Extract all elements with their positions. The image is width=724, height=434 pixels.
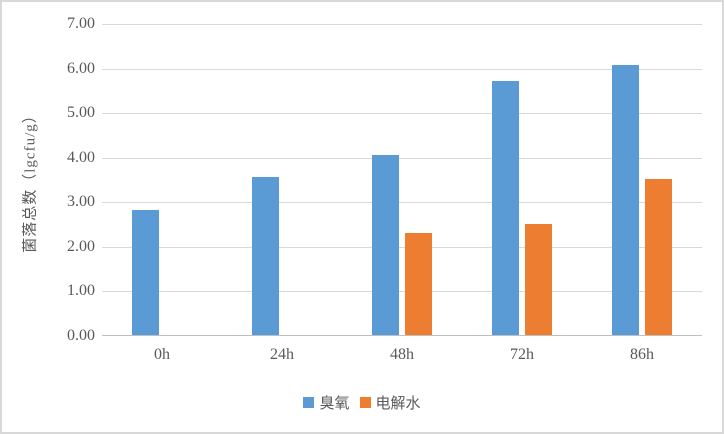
bar-group-0h	[102, 24, 222, 335]
y-tick-label: 0.00	[67, 327, 95, 344]
gridline	[102, 202, 702, 204]
y-axis-ticks: 0.00 1.00 2.00 3.00 4.00 5.00 6.00 7.00	[2, 15, 95, 344]
x-axis-label-48h: 48h	[390, 346, 414, 363]
legend-label: 电解水	[375, 396, 421, 412]
bar-电解水-86h	[645, 179, 672, 335]
x-axis-label-72h: 72h	[510, 346, 534, 363]
gridline	[102, 24, 702, 25]
x-axis-labels: 0h 24h 48h 72h 86h	[102, 346, 702, 364]
bar-group-48h	[342, 24, 462, 335]
bar-臭氧-48h	[372, 154, 399, 335]
bar-臭氧-24h	[252, 176, 279, 335]
bar-电解水-72h	[525, 223, 552, 335]
legend: 臭氧 电解水	[2, 392, 722, 413]
legend-label: 臭氧	[319, 396, 350, 412]
legend-item: 臭氧	[303, 392, 350, 413]
x-axis-line	[102, 335, 702, 336]
bar-臭氧-0h	[132, 210, 159, 335]
gridline	[102, 291, 702, 293]
y-tick-label: 3.00	[67, 193, 95, 211]
y-tick-label: 2.00	[67, 237, 95, 255]
x-axis-label-86h: 86h	[630, 346, 654, 363]
x-axis-label-24h: 24h	[270, 346, 294, 363]
bar-group-86h	[582, 24, 702, 335]
y-tick-label: 6.00	[67, 59, 95, 77]
bar-臭氧-86h	[612, 65, 639, 335]
gridline	[102, 68, 702, 70]
gridline	[102, 113, 702, 115]
plot-area	[102, 24, 702, 336]
bar-group-72h	[462, 24, 582, 335]
gridline	[102, 157, 702, 159]
legend-swatch-icon	[359, 397, 371, 408]
y-tick-label: 5.00	[67, 104, 95, 122]
bar-电解水-48h	[405, 232, 432, 335]
legend-item: 电解水	[359, 392, 421, 413]
x-axis-label-0h: 0h	[154, 346, 170, 363]
y-tick-label: 1.00	[67, 282, 95, 300]
y-tick-label: 4.00	[67, 148, 95, 166]
gridline	[102, 246, 702, 248]
bar-臭氧-72h	[492, 80, 519, 335]
y-tick-label: 7.00	[67, 15, 95, 32]
bars-layer	[102, 24, 702, 335]
bar-group-24h	[222, 24, 342, 335]
legend-swatch-icon	[303, 397, 315, 408]
